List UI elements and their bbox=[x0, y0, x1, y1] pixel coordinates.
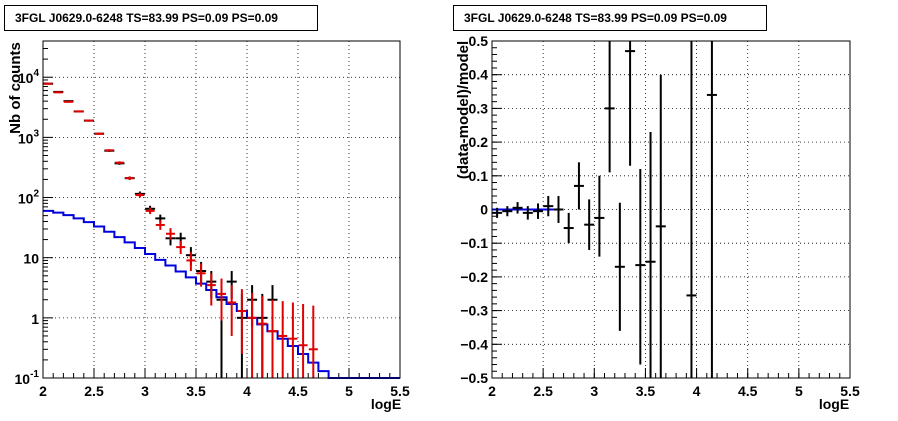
left-chart-title: 3FGL J0629.0-6248 TS=83.99 PS=0.09 PS=0.… bbox=[4, 5, 318, 31]
right-y-tick-label: −0.3 bbox=[460, 303, 488, 319]
right-x-tick-label: 2 bbox=[488, 383, 496, 399]
left-x-axis-label: logE bbox=[371, 396, 401, 412]
right-x-tick-label: 4.5 bbox=[738, 383, 758, 399]
right-plot-frame bbox=[491, 40, 851, 379]
right-x-tick-label: 5.5 bbox=[840, 383, 860, 399]
right-x-tick-label: 5 bbox=[795, 383, 803, 399]
right-y-tick-label: 0.5 bbox=[469, 33, 489, 49]
right-y-tick-label: −0.5 bbox=[460, 370, 488, 386]
left-x-tick-label: 4.5 bbox=[288, 383, 308, 399]
left-y-tick-label: 103 bbox=[18, 128, 40, 146]
left-x-tick-label: 5.5 bbox=[390, 383, 410, 399]
left-x-tick-label: 5 bbox=[345, 383, 353, 399]
left-y-tick-label: 102 bbox=[18, 189, 40, 207]
left-y-axis-label: Nb of counts bbox=[7, 42, 24, 134]
right-y-tick-label: 0.3 bbox=[469, 100, 489, 116]
right-y-tick-label: 0.2 bbox=[469, 134, 489, 150]
left-y-tick-label: 10-1 bbox=[15, 369, 40, 387]
left-y-tick-label: 1 bbox=[31, 311, 39, 327]
right-y-tick-label: 0 bbox=[480, 202, 488, 218]
right-x-tick-label: 2.5 bbox=[533, 383, 553, 399]
left-y-tick-label: 104 bbox=[18, 68, 40, 86]
right-x-tick-label: 3.5 bbox=[636, 383, 656, 399]
left-x-tick-label: 3.5 bbox=[186, 383, 206, 399]
left-x-tick-label: 2.5 bbox=[84, 383, 104, 399]
right-y-tick-label: −0.4 bbox=[460, 336, 488, 352]
left-x-tick-label: 3 bbox=[141, 383, 149, 399]
left-x-tick-label: 4 bbox=[243, 383, 251, 399]
right-y-tick-label: 0.4 bbox=[469, 67, 489, 83]
left-y-tick-label: 10 bbox=[23, 251, 39, 267]
left-x-tick-label: 2 bbox=[39, 383, 47, 399]
right-chart-title: 3FGL J0629.0-6248 TS=83.99 PS=0.09 PS=0.… bbox=[453, 5, 767, 31]
right-y-axis-label: (data-model)/model bbox=[455, 41, 472, 179]
right-y-tick-label: 0.1 bbox=[469, 168, 489, 184]
right-x-tick-label: 4 bbox=[693, 383, 701, 399]
right-x-axis-label: logE bbox=[819, 396, 849, 412]
right-x-tick-label: 3 bbox=[590, 383, 598, 399]
left-plot-frame bbox=[42, 40, 401, 379]
right-y-tick-label: −0.1 bbox=[460, 235, 488, 251]
right-y-tick-label: −0.2 bbox=[460, 269, 488, 285]
